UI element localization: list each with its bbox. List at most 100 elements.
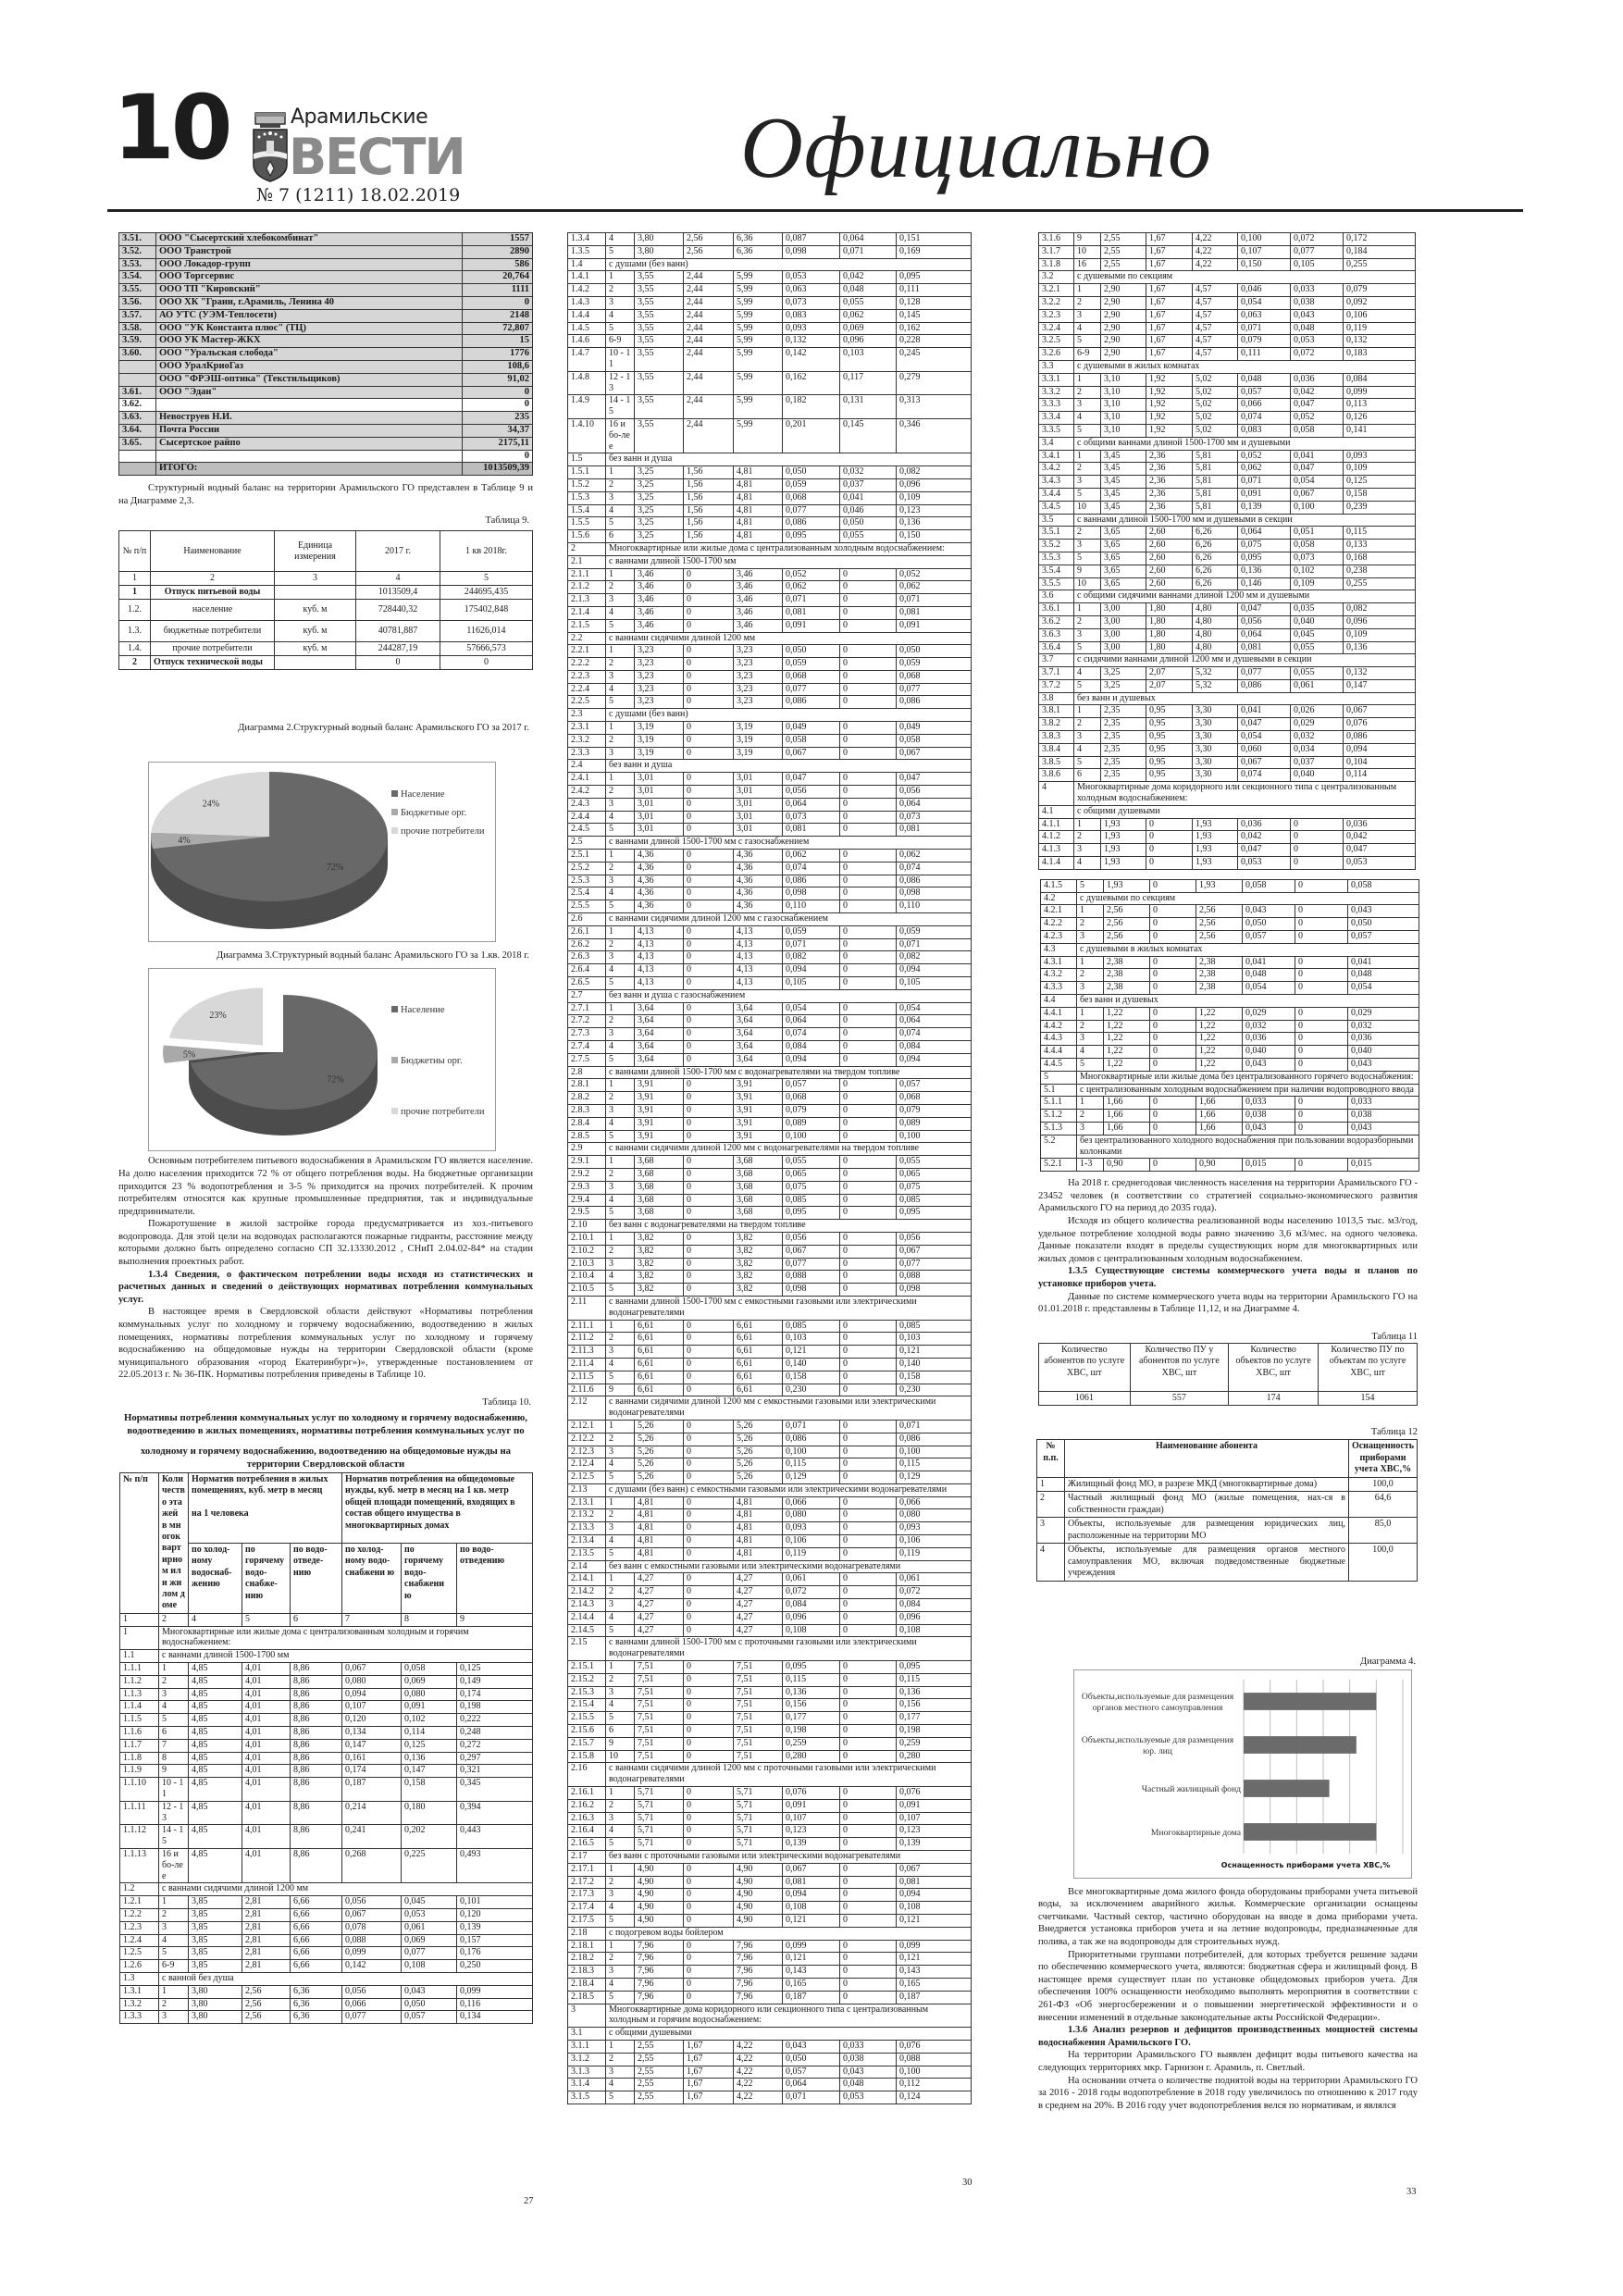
row-number: 3.52. xyxy=(118,244,156,259)
cold-common: 0,032 xyxy=(1242,1019,1295,1034)
hot-living: 0 xyxy=(1146,830,1193,845)
cold-living: 2,56 xyxy=(1103,930,1150,944)
cold-common: 0,095 xyxy=(782,1660,840,1674)
cold-common: 0,062 xyxy=(782,849,840,863)
item-number: 2.11.1 xyxy=(567,1319,606,1334)
cold-living: 6,61 xyxy=(634,1345,684,1359)
column-number: 1 xyxy=(119,1612,159,1627)
item-number: 3.1.7 xyxy=(1038,244,1074,259)
hot-common: 0 xyxy=(839,580,897,595)
cold-living: 3,46 xyxy=(634,580,684,595)
drain-living: 5,81 xyxy=(1192,487,1238,502)
cold-common: 0,174 xyxy=(341,1764,403,1779)
hot-living: 0 xyxy=(683,1888,734,1903)
drain-common: 0,082 xyxy=(1343,602,1416,616)
drain-living: 8,86 xyxy=(289,1726,343,1740)
hot-common: 0,032 xyxy=(1290,730,1344,744)
drain-common: 0,128 xyxy=(896,295,972,310)
section-title: Многоквартирные или жилые дома без центр… xyxy=(1076,1070,1419,1085)
floors: 16 и бо-лее xyxy=(605,417,635,454)
table-row: 2.10.3 3 3,82 0 3,82 0,077 0 0,077 xyxy=(567,1257,972,1272)
hot-common: 0 xyxy=(1295,904,1348,919)
item-number: 1.1.4 xyxy=(119,1700,159,1715)
item-number: 3.6.3 xyxy=(1038,627,1074,642)
table-row: 4.4.4 4 1,22 0 1,22 0,040 0 0,040 xyxy=(1040,1045,1419,1059)
floors: 4 xyxy=(605,605,635,620)
hot-living: 0 xyxy=(683,605,734,620)
item-number: 5.2.1 xyxy=(1040,1158,1077,1173)
hot-living: 2,44 xyxy=(683,394,734,419)
drain-common: 0,067 xyxy=(896,1862,972,1877)
floors: 6-9 xyxy=(1073,347,1101,361)
cold-living: 4,27 xyxy=(634,1585,684,1600)
hot-common: 0,108 xyxy=(401,1959,458,1973)
floors: 2 xyxy=(1073,385,1101,400)
hot-common: 0 xyxy=(839,1534,897,1548)
item-number: 2.14.4 xyxy=(567,1610,606,1625)
drain-common: 0,119 xyxy=(896,1546,972,1561)
drain-living: 4,13 xyxy=(733,963,783,978)
item-number: 3.1.4 xyxy=(567,2078,606,2092)
cold-common: 0,086 xyxy=(782,516,840,531)
hot-living: 0 xyxy=(683,657,734,671)
hot-common: 0,073 xyxy=(1290,551,1344,565)
hot-living: 1,67 xyxy=(1146,283,1193,297)
hot-living: 0 xyxy=(683,733,734,748)
table-row: 2.9.2 2 3,68 0 3,68 0,065 0 0,065 xyxy=(567,1167,972,1182)
hot-common: 0,069 xyxy=(401,1933,458,1948)
section-title: без ванн с емкостными газовыми или элект… xyxy=(605,1559,972,1574)
column-header: 2017 г. xyxy=(355,530,440,573)
cold-living: 3,23 xyxy=(634,657,684,671)
drain-living: 4,81 xyxy=(733,529,783,543)
diagram2-caption: Диаграмма 2.Структурный водный баланс Ар… xyxy=(238,723,529,734)
cold-living: 3,64 xyxy=(634,1001,684,1016)
column-number: 4 xyxy=(188,1612,242,1627)
floors: 3 xyxy=(605,1598,635,1612)
drain-common: 0,072 xyxy=(896,1585,972,1600)
drain-common: 0,032 xyxy=(1347,1019,1419,1034)
drain-living: 4,81 xyxy=(733,1534,783,1548)
hot-living: 0 xyxy=(683,1685,734,1700)
hot-common: 0 xyxy=(839,963,897,978)
hot-common: 0,054 xyxy=(1290,475,1344,489)
cell: 175402,848 xyxy=(440,599,533,622)
drain-living: 5,02 xyxy=(1192,411,1238,425)
floors: 1 xyxy=(605,849,635,863)
floors: 2 xyxy=(605,1014,635,1029)
section-row: 4.1 с общими душевыми xyxy=(1038,804,1416,819)
item-number: 3.7.2 xyxy=(1038,678,1074,693)
item-number: 2.2.4 xyxy=(567,682,606,697)
drain-living: 5,99 xyxy=(733,334,783,349)
t11-value: 154 xyxy=(1318,1390,1418,1407)
floors: 2 xyxy=(605,1508,635,1523)
hot-common: 0 xyxy=(839,721,897,735)
cold-common: 0,081 xyxy=(782,823,840,838)
drain-common: 0,132 xyxy=(1343,666,1416,680)
drain-common: 0,047 xyxy=(1343,843,1416,858)
item-number: 2.16.2 xyxy=(567,1798,606,1813)
drain-common: 0,064 xyxy=(896,1014,972,1029)
drain-living: 4,81 xyxy=(733,1508,783,1523)
hot-common: 0,032 xyxy=(839,465,897,479)
floors: 2 xyxy=(1076,1109,1104,1123)
hot-living: 0 xyxy=(683,1875,734,1890)
cold-common: 0,049 xyxy=(782,721,840,735)
floors: 1 xyxy=(605,1231,635,1246)
floors: 2 xyxy=(1076,917,1104,932)
floors: 5 xyxy=(1073,551,1101,565)
section-row: 2.18 с подогревом воды бойлером xyxy=(567,1926,972,1941)
table-row: 2.16.5 5 5,71 0 5,71 0,139 0 0,139 xyxy=(567,1837,972,1851)
cold-common: 0,073 xyxy=(782,810,840,825)
drain-living: 1,66 xyxy=(1196,1121,1243,1136)
drain-common: 0,121 xyxy=(896,1345,972,1359)
table-row: 2.3.1 1 3,19 0 3,19 0,049 0 0,049 xyxy=(567,721,972,735)
section-title: с душевыми в жилых комнатах xyxy=(1076,942,1419,957)
hot-common: 0 xyxy=(839,1660,897,1674)
cold-living: 3,10 xyxy=(1100,385,1146,400)
hot-living: 2,56 xyxy=(683,232,734,246)
drain-living: 3,30 xyxy=(1192,768,1238,783)
bar-category-label: Частный жилищный фонд xyxy=(1141,1784,1241,1795)
cold-common: 0,064 xyxy=(1237,627,1291,642)
drain-common: 0,172 xyxy=(1343,232,1416,246)
table10-caption: Таблица 10. xyxy=(482,1397,531,1409)
